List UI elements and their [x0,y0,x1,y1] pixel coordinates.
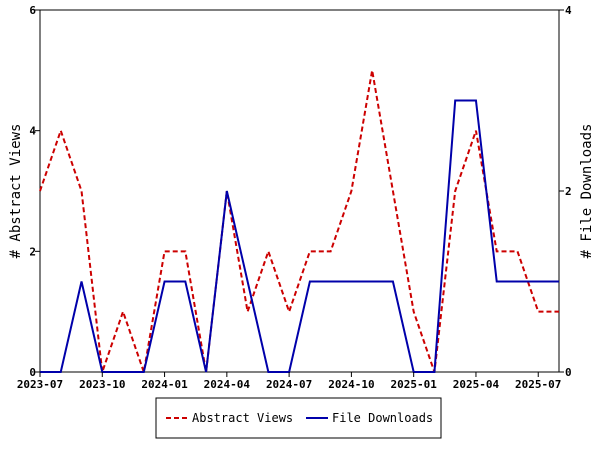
axes-layer: 2023-07 2023-10 2024-01 2024-04 2024-07 2024-… [17,4,572,391]
x-tick-label: 2025-01 [391,378,438,391]
x-tick-label: 2023-07 [17,378,63,391]
y-right-tick-label: 0 [565,366,572,379]
x-tick-label: 2024-01 [141,378,188,391]
x-tick-label: 2024-07 [266,378,312,391]
legend-label-abstract-views: Abstract Views [192,411,293,425]
y-right-tick-label: 2 [565,185,572,198]
x-tick-label: 2025-07 [515,378,561,391]
x-tick-label: 2024-04 [204,378,251,391]
y-axis-left-title: # Abstract Views [8,124,24,259]
y-left-tick-label: 2 [29,245,36,258]
series-line-abstract-views [39,70,559,373]
plot-area [39,9,560,373]
x-tick-label: 2023-10 [79,378,125,391]
legend-box [155,397,442,439]
x-tick-label: 2025-04 [453,378,500,391]
y-right-tick-label: 4 [565,4,572,17]
series-line-file-downloads [40,99,559,373]
plot-frame [39,9,560,373]
legend: Abstract Views File Downloads [155,397,442,439]
y-left-tick-label: 4 [29,125,36,138]
y-left-tick-label: 0 [29,366,36,379]
series-layer [39,70,559,373]
x-tick-label: 2024-10 [328,378,374,391]
legend-label-file-downloads: File Downloads [332,411,433,425]
y-axis-right-title: # File Downloads [579,124,595,259]
y-left-tick-label: 6 [29,4,36,17]
